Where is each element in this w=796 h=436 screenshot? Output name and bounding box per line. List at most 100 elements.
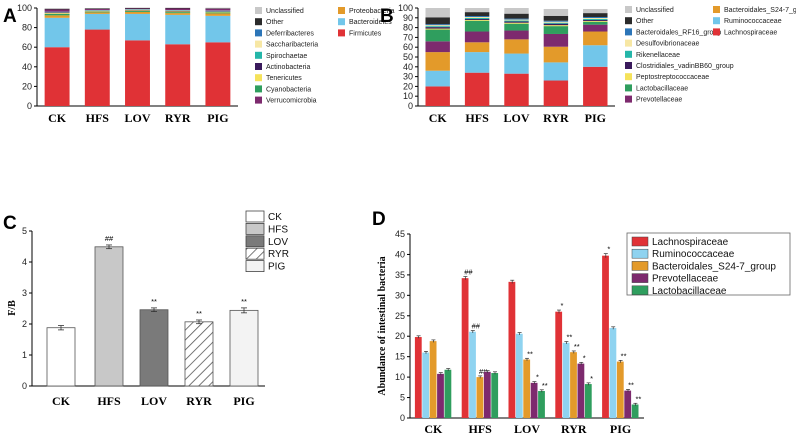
legend-swatch-lov — [245, 235, 265, 248]
legend-label-peptostreptococcaceae: Peptostreptococcaceae — [636, 74, 709, 81]
legend-swatch-bacteroidales-s24-7-group — [631, 261, 649, 271]
x-tick-label: LOV — [124, 111, 150, 125]
significance-label: ## — [479, 367, 488, 376]
legend-label-lachnospiraceae: Lachnospiraceae — [724, 29, 777, 36]
panel-a: A 0 20 40 60 80 100 CK HFS LOV RYR PIG Unclassified O… — [3, 3, 395, 125]
bar-segment-bacteroidetes-ryr — [165, 14, 191, 45]
bar-segment-cyanobacteria-lov — [125, 10, 150, 12]
bar-segment-bacteroidetes-pig — [205, 15, 231, 43]
panel-c: C012345F/BCK##HFS**LOV**RYR**PIGCKHFSLOV… — [3, 210, 289, 408]
bar-segment-clostridiales-vadinbb60-group-ck — [425, 27, 450, 29]
legend-swatch-cyanobacteria — [255, 85, 262, 93]
x-tick-label: HFS — [465, 111, 489, 125]
bar-segment-other-lov — [504, 13, 529, 19]
bar-segment-tenericutes-lov — [125, 10, 150, 11]
bar-segment-prevotellaceae-lov — [504, 30, 529, 40]
bar-segment-clostridiales-vadinbb60-group-lov — [504, 21, 529, 23]
bar-segment-tenericutes-pig — [205, 11, 231, 13]
significance-label-hfs: ## — [105, 234, 114, 243]
legend-label-firmicutes: Firmicutes — [349, 30, 382, 37]
bar-bacteroidales-s24-7-group-ck — [429, 341, 437, 418]
bar-segment-proteobacteria-hfs — [84, 12, 110, 14]
bar-segment-bacteroidetes-ck — [44, 17, 70, 48]
y-tick-label: 4 — [22, 257, 27, 267]
legend-swatch-hfs — [245, 222, 265, 235]
legend-label-pig: PIG — [268, 262, 285, 273]
bar-segment-other-ryr — [543, 15, 569, 21]
bar-segment-unclassified-lov — [504, 8, 529, 14]
y-tick-label: 3 — [22, 288, 27, 298]
bar-segment-other-pig — [583, 13, 608, 18]
bar-prevotellaceae-hfs — [483, 371, 491, 418]
legend-label-spirochaetae: Spirochaetae — [266, 53, 307, 60]
significance-label: * — [590, 374, 593, 383]
legend-swatch-ruminococcaceae — [631, 248, 649, 259]
y-tick-label: 60 — [22, 42, 32, 52]
bar-lactobacillaceae-ck — [444, 369, 452, 418]
bar-segment-bacteroidales-rf16-group-pig — [583, 17, 608, 18]
bar-lachnospiraceae-ryr — [555, 311, 563, 418]
bar-segment-proteobacteria-pig — [205, 13, 231, 16]
bar-segment-lactobacillaceae-pig — [583, 21, 608, 25]
bar-segment-verrucomicrobia-ryr — [165, 8, 191, 11]
significance-label: ** — [566, 333, 572, 342]
y-tick-label: 20 — [403, 81, 413, 91]
bar-segment-firmicutes-hfs — [84, 29, 110, 107]
bar-prevotellaceae-ryr — [577, 363, 585, 418]
y-tick-label: 0 — [22, 381, 27, 391]
legend-swatch-lachnospiraceae — [713, 28, 720, 36]
bar-segment-lachnospiraceae-ryr — [543, 80, 569, 106]
y-tick-label: 40 — [395, 249, 405, 259]
bar-segment-bacteroidales-rf16-group-ryr — [543, 20, 569, 22]
significance-label: ** — [621, 351, 627, 360]
significance-label: ** — [574, 342, 580, 351]
bar-segment-bacteroidales-s24-7-group-ck — [425, 52, 450, 71]
y-tick-label: 5 — [400, 393, 405, 403]
y-tick-label: 10 — [395, 372, 405, 382]
bar-segment-peptostreptococcaceae-ryr — [543, 25, 569, 27]
bar-segment-proteobacteria-lov — [125, 11, 150, 14]
bar-segment-ruminococcaceae-hfs — [464, 52, 490, 73]
y-tick-label: 100 — [17, 3, 32, 13]
legend-label-prevotellaceae: Prevotellaceae — [652, 274, 719, 285]
bar-segment-actinobacteria-ck — [44, 12, 70, 14]
y-tick-label: 70 — [403, 32, 413, 42]
bar-segment-unclassified-ck — [425, 8, 450, 18]
bar-segment-bacteroidales-rf16-group-lov — [504, 18, 529, 20]
y-tick-label: 60 — [403, 42, 413, 52]
bar-segment-clostridiales-vadinbb60-group-hfs — [464, 18, 490, 20]
legend-swatch-unclassified — [255, 7, 262, 14]
bar-ruminococcaceae-ryr — [562, 342, 570, 418]
bar-lachnospiraceae-pig — [602, 255, 609, 418]
bar-segment-verrucomicrobia-lov — [125, 8, 150, 10]
legend-label-ruminococcaceae: Ruminococcaceae — [724, 18, 782, 25]
panel-letter: B — [380, 6, 394, 27]
legend-swatch-lactobacillaceae — [625, 84, 632, 92]
y-tick-label: 35 — [395, 270, 405, 280]
bar-segment-unclassified-pig — [583, 8, 608, 14]
bar-segment-lactobacillaceae-lov — [504, 23, 529, 31]
legend-label-proteobacteria: Proteobacteria — [349, 8, 395, 15]
bar-ruminococcaceae-hfs — [469, 331, 476, 418]
legend-label-rikenellaceae: Rikenellaceae — [636, 52, 680, 59]
legend-label-cyanobacteria: Cyanobacteria — [266, 86, 311, 93]
bar-segment-peptostreptococcaceae-ck — [425, 28, 450, 30]
legend-swatch-lactobacillaceae — [631, 285, 649, 296]
legend-swatch-other — [255, 18, 262, 26]
bar-prevotellaceae-pig — [624, 390, 632, 418]
significance-label: ** — [628, 380, 634, 389]
legend-swatch-prevotellaceae — [625, 95, 632, 103]
bar-prevotellaceae-ck — [437, 373, 444, 418]
y-tick-label: 1 — [22, 350, 27, 360]
bar-segment-cyanobacteria-ck — [44, 13, 70, 16]
legend-label-lachnospiraceae: Lachnospiraceae — [652, 237, 729, 248]
bar-bacteroidales-s24-7-group-lov — [523, 359, 531, 418]
bar-segment-lachnospiraceae-pig — [583, 66, 608, 106]
bar-segment-rikenellaceae-ck — [425, 26, 450, 28]
legend-label-clostridiales-vadinbb60-group: Clostridiales_vadinBB60_group — [636, 63, 734, 70]
significance-label: * — [607, 245, 610, 254]
bar-lactobacillaceae-pig — [631, 404, 639, 418]
x-tick-label: PIG — [207, 111, 228, 125]
x-tick-label: CK — [48, 111, 67, 125]
